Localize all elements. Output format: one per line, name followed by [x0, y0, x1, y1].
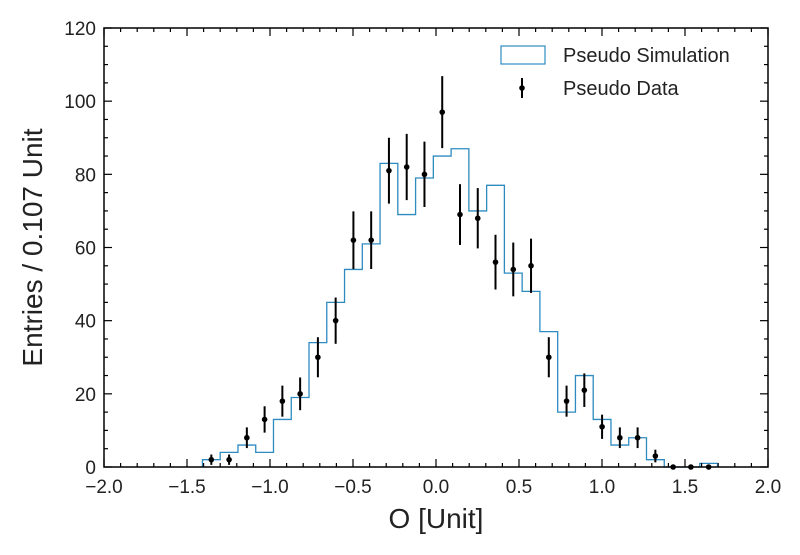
- data-point: [332, 317, 339, 324]
- data-point: [545, 354, 552, 361]
- x-axis-title: O [Unit]: [389, 503, 484, 534]
- data-point: [386, 167, 392, 174]
- legend-simulation-swatch: [500, 45, 546, 65]
- data-point: [457, 211, 463, 218]
- data-point: [261, 416, 268, 423]
- x-tick-labels: −2.0 −1.5 −1.0 −0.5 0.0 0.5 1.0 1.5 2.0: [85, 477, 781, 498]
- data-point: [510, 266, 517, 273]
- data-point: [492, 259, 499, 265]
- simulation-series: [201, 148, 719, 468]
- x-tick-label: 1.0: [589, 477, 615, 498]
- data-point: [634, 434, 641, 441]
- y-tick-label: 80: [75, 165, 96, 186]
- legend-data-marker: [519, 85, 525, 91]
- x-tick-label: 2.0: [755, 477, 781, 498]
- data-series: [208, 76, 712, 470]
- y-tick-label: 0: [85, 458, 96, 479]
- data-point: [421, 171, 428, 178]
- data-point: [528, 262, 534, 269]
- x-tick-label: 1.5: [672, 477, 698, 498]
- simulation-step-line: [201, 148, 719, 468]
- data-point: [279, 398, 286, 404]
- x-tick-label: −1.5: [168, 477, 206, 498]
- data-point: [599, 423, 605, 430]
- data-point: [474, 215, 481, 222]
- data-point: [368, 237, 374, 243]
- data-point: [617, 434, 623, 441]
- data-point: [297, 391, 303, 397]
- y-axis-title: Entries / 0.107 Unit: [17, 128, 48, 366]
- legend: Pseudo Simulation Pseudo Data: [500, 45, 730, 100]
- y-tick-label: 40: [75, 312, 96, 333]
- x-tick-label: −1.0: [251, 477, 289, 498]
- legend-simulation-label: Pseudo Simulation: [563, 45, 730, 67]
- x-tick-label: 0.5: [506, 477, 532, 498]
- data-point: [226, 456, 232, 463]
- x-tick-label: 0.0: [423, 477, 449, 498]
- y-tick-label: 120: [64, 19, 96, 40]
- y-tick-label: 100: [64, 92, 96, 113]
- x-tick-label: −0.5: [334, 477, 372, 498]
- data-point: [350, 237, 357, 243]
- y-tick-labels: 0 20 40 60 80 100 120: [64, 19, 96, 479]
- data-point: [652, 453, 659, 459]
- data-point: [315, 354, 321, 361]
- x-tick-label: −2.0: [85, 477, 123, 498]
- data-point: [244, 434, 250, 441]
- data-point: [581, 387, 588, 393]
- y-tick-label: 60: [75, 239, 96, 260]
- data-point: [208, 456, 215, 463]
- axis-ticks: [103, 27, 769, 468]
- y-tick-label: 20: [75, 385, 96, 406]
- data-point: [563, 398, 570, 404]
- data-point: [403, 164, 410, 170]
- legend-data-label: Pseudo Data: [563, 78, 680, 100]
- data-point: [439, 109, 446, 115]
